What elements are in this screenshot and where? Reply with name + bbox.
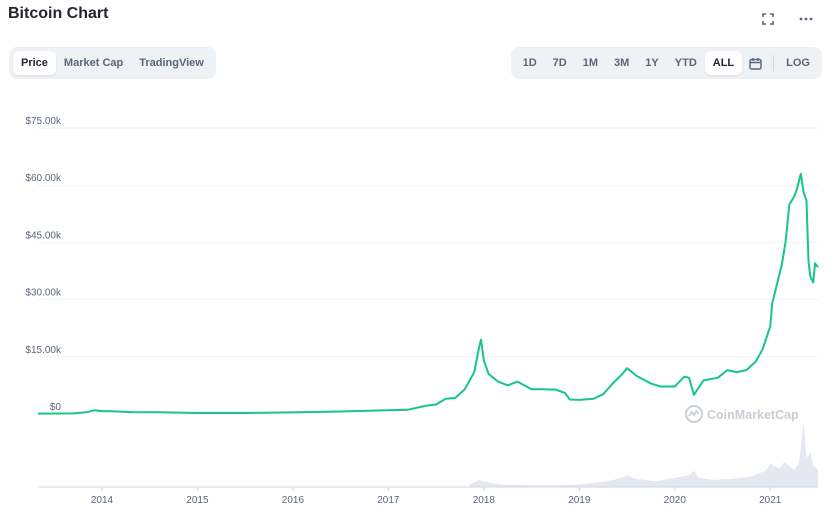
volume-area — [469, 422, 818, 487]
watermark-text: CoinMarketCap — [707, 408, 799, 422]
y-tick-label: $15.00k — [25, 345, 62, 356]
range-all[interactable]: ALL — [704, 51, 743, 75]
x-tick-label: 2016 — [282, 495, 305, 506]
range-1y[interactable]: 1Y — [645, 57, 659, 69]
more-icon[interactable] — [797, 10, 815, 28]
page-title: Bitcoin Chart — [8, 5, 109, 22]
range-1d[interactable]: 1D — [522, 57, 537, 69]
y-tick-label: $0 — [50, 402, 62, 413]
toolbar-divider — [773, 55, 775, 71]
y-tick-label: $45.00k — [25, 230, 62, 241]
price-series-line — [37, 172, 819, 415]
y-tick-label: $60.00k — [25, 173, 62, 184]
x-tick-label: 2015 — [186, 495, 209, 506]
range-3m[interactable]: 3M — [614, 57, 630, 69]
x-tick-label: 2018 — [473, 495, 496, 506]
x-tick-label: 2017 — [377, 495, 400, 506]
log-toggle[interactable]: LOG — [786, 57, 810, 69]
calendar-icon[interactable] — [742, 51, 769, 75]
range-1m[interactable]: 1M — [582, 57, 599, 69]
tab-market-cap[interactable]: Market Cap — [63, 57, 124, 69]
range-ytd[interactable]: YTD — [674, 57, 697, 69]
range-7d[interactable]: 7D — [552, 57, 567, 69]
x-tick-label: 2020 — [664, 495, 687, 506]
tab-tradingview[interactable]: TradingView — [139, 57, 204, 69]
tab-price[interactable]: Price — [13, 51, 56, 75]
expand-icon[interactable] — [759, 10, 777, 28]
coinmarketcap-watermark: CoinMarketCap — [685, 405, 799, 423]
x-tick-label: 2021 — [759, 495, 782, 506]
y-tick-label: $75.00k — [25, 116, 62, 127]
x-tick-label: 2014 — [91, 495, 114, 506]
x-tick-label: 2019 — [568, 495, 591, 506]
y-tick-label: $30.00k — [25, 288, 62, 299]
metric-tabs: Price Market Cap TradingView — [9, 47, 216, 79]
range-tabs: 1D 7D 1M 3M 1Y YTD ALL LOG — [510, 47, 822, 79]
